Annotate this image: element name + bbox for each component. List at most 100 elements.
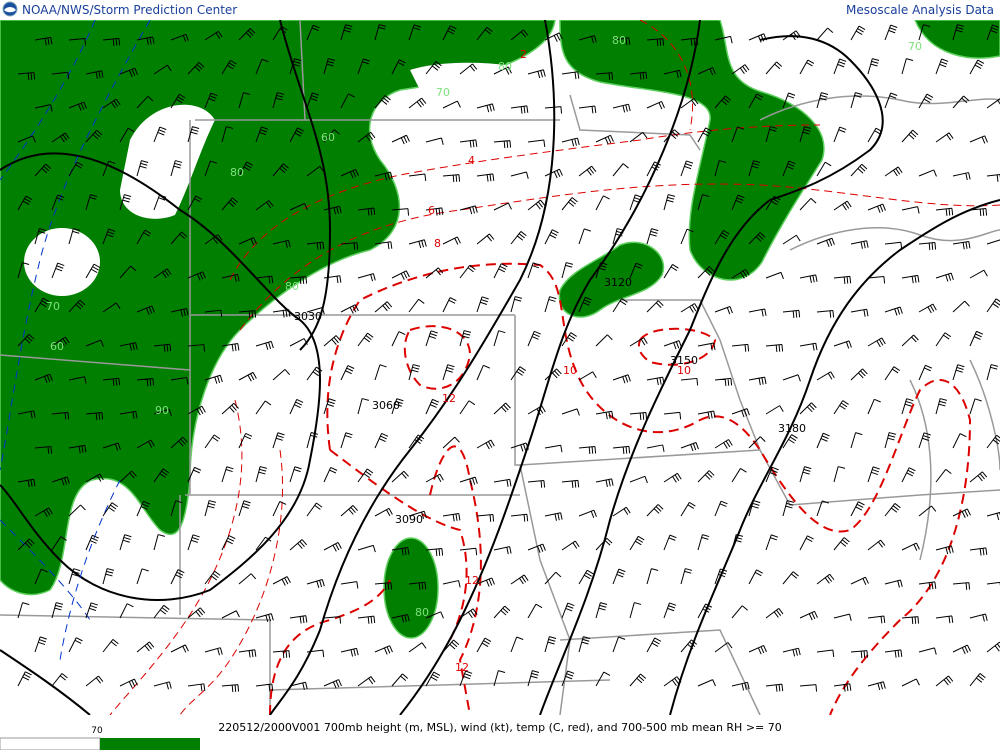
wind-barb: [391, 59, 406, 75]
wind-barb: [986, 24, 1000, 41]
wind-barb: [85, 412, 104, 421]
wind-barb: [374, 582, 393, 591]
rh-label: 90: [155, 404, 169, 417]
wind-barb: [119, 265, 137, 279]
wind-barb: [170, 231, 188, 245]
wind-barb: [238, 500, 251, 517]
wind-barb: [204, 92, 218, 109]
wind-barb: [680, 377, 699, 386]
wind-barb: [748, 232, 766, 245]
wind-barb: [986, 434, 1000, 449]
wind-barb: [782, 92, 796, 109]
temp-label: 4: [468, 154, 475, 167]
wind-barb: [34, 36, 53, 46]
wind-barb: [34, 568, 48, 585]
wind-barb: [340, 581, 359, 589]
wind-barb: [748, 33, 767, 43]
wind-barb: [102, 160, 116, 177]
wind-barb: [374, 364, 387, 381]
wind-barb: [782, 160, 796, 177]
wind-barb: [952, 24, 965, 41]
wind-barb: [476, 173, 495, 182]
wind-barb: [850, 368, 868, 381]
height-label: 3180: [778, 422, 806, 435]
wind-barb: [952, 95, 970, 109]
wind-barb: [595, 72, 614, 80]
wind-barb: [425, 330, 438, 347]
wind-barb: [714, 229, 730, 245]
wind-barb: [935, 675, 954, 687]
wind-barb: [136, 36, 155, 45]
wind-barb: [340, 168, 359, 179]
wind-barb: [561, 332, 577, 347]
wind-barb: [170, 436, 188, 449]
wind-barb: [850, 650, 869, 659]
wind-barb: [884, 166, 903, 177]
wind-barb: [204, 160, 218, 177]
wind-barb: [901, 398, 914, 415]
wind-barb: [867, 681, 886, 691]
wind-barb: [238, 649, 257, 658]
wind-barb: [731, 681, 750, 691]
wind-barb: [289, 615, 308, 624]
wind-barb: [612, 298, 628, 313]
wind-barb: [612, 228, 625, 245]
wind-barb: [459, 400, 476, 415]
wind-barb: [357, 615, 376, 624]
wind-barb: [357, 332, 374, 347]
wind-barb: [969, 208, 988, 217]
wind-barb: [102, 228, 116, 245]
wind-barb: [476, 577, 495, 587]
wind-barb: [816, 27, 834, 41]
wind-barb: [578, 509, 597, 518]
wind-barb: [884, 649, 903, 658]
wind-barb: [17, 478, 36, 488]
footer-caption: 220512/2000V001 700mb height (m, MSL), w…: [218, 721, 782, 734]
wind-barb: [765, 343, 784, 353]
wind-barb: [476, 637, 492, 653]
wind-barb: [935, 272, 954, 282]
wind-barb: [816, 92, 829, 109]
wind-barb: [799, 610, 818, 621]
rh-label: 70: [908, 40, 922, 53]
wind-barb: [867, 203, 886, 213]
wind-barb: [969, 613, 988, 622]
wind-barb: [952, 364, 965, 381]
wind-barb: [357, 544, 376, 553]
wind-barb: [425, 671, 441, 687]
wind-barb: [170, 644, 189, 653]
wind-barb: [68, 101, 87, 111]
wind-barb: [255, 200, 274, 211]
wind-barb: [884, 92, 898, 109]
wind-barb: [408, 239, 427, 249]
wind-barb: [408, 97, 427, 109]
wind-barb: [561, 262, 574, 279]
wind-barb: [697, 534, 710, 551]
wind-barb: [272, 239, 291, 248]
wind-barb: [102, 98, 121, 109]
wind-barb: [697, 266, 715, 279]
wind-barb: [153, 468, 170, 483]
wind-barb: [782, 434, 798, 449]
wind-barb: [731, 534, 744, 551]
wind-barb: [510, 442, 529, 452]
wind-barb: [714, 95, 732, 109]
wind-barb: [85, 675, 104, 687]
wind-barb: [918, 24, 931, 41]
wind-barb: [153, 268, 172, 279]
wind-barb: [34, 446, 53, 454]
wind-barb: [425, 207, 444, 216]
wind-barb: [238, 371, 257, 382]
wind-barb: [629, 673, 647, 687]
wind-barb: [561, 602, 575, 619]
wind-barb: [544, 636, 557, 653]
wind-barb: [714, 642, 733, 653]
wind-barb: [544, 229, 559, 245]
wind-barb: [765, 126, 778, 143]
wind-barb: [918, 303, 937, 314]
wind-barb: [680, 228, 694, 245]
wind-barb: [969, 330, 984, 347]
wind-barb: [323, 58, 336, 75]
wind-barb: [85, 534, 99, 551]
